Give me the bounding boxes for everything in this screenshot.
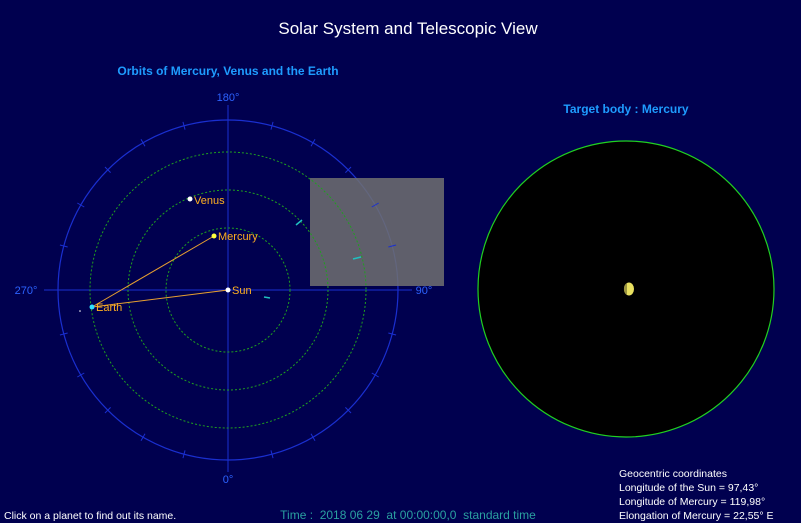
app-window: Solar System and Telescopic View Orbits … bbox=[0, 0, 801, 523]
body: Solar System and Telescopic View Orbits … bbox=[0, 0, 801, 523]
sun[interactable] bbox=[226, 288, 231, 293]
coordinate-line: Geocentric coordinates bbox=[619, 468, 727, 480]
moon bbox=[79, 310, 81, 312]
mercury-label: Mercury bbox=[218, 231, 258, 243]
angle-label: 270° bbox=[15, 285, 38, 297]
angle-label: 0° bbox=[223, 474, 234, 486]
telescope-title: Target body : Mercury bbox=[563, 102, 688, 116]
time: Time : 2018 06 29 at 00:00:00,0 standard… bbox=[280, 508, 536, 522]
angle-label: 180° bbox=[217, 92, 240, 104]
sun-label: Sun bbox=[232, 285, 252, 297]
orbit-title: Orbits of Mercury, Venus and the Earth bbox=[117, 64, 338, 78]
view-box bbox=[310, 178, 444, 286]
page: {"header":{"title":"Solar System and Tel… bbox=[0, 0, 801, 523]
coordinate-line: Longitude of the Sun = 97,43° bbox=[619, 482, 758, 494]
coordinate-line: Elongation of Mercury = 22,55° E bbox=[619, 510, 774, 522]
mercury[interactable] bbox=[212, 234, 217, 239]
window-title: Solar System and Telescopic View bbox=[278, 19, 538, 38]
coordinate-line: Longitude of Mercury = 119,98° bbox=[619, 496, 765, 508]
venus[interactable] bbox=[188, 197, 193, 202]
telescope-view bbox=[478, 141, 774, 437]
angle-label: 90° bbox=[416, 285, 433, 297]
earth-label: Earth bbox=[96, 302, 122, 314]
hint: Click on a planet to find out its name. bbox=[4, 510, 176, 522]
venus-label: Venus bbox=[194, 195, 225, 207]
earth[interactable] bbox=[90, 305, 95, 310]
marker bbox=[264, 297, 270, 298]
